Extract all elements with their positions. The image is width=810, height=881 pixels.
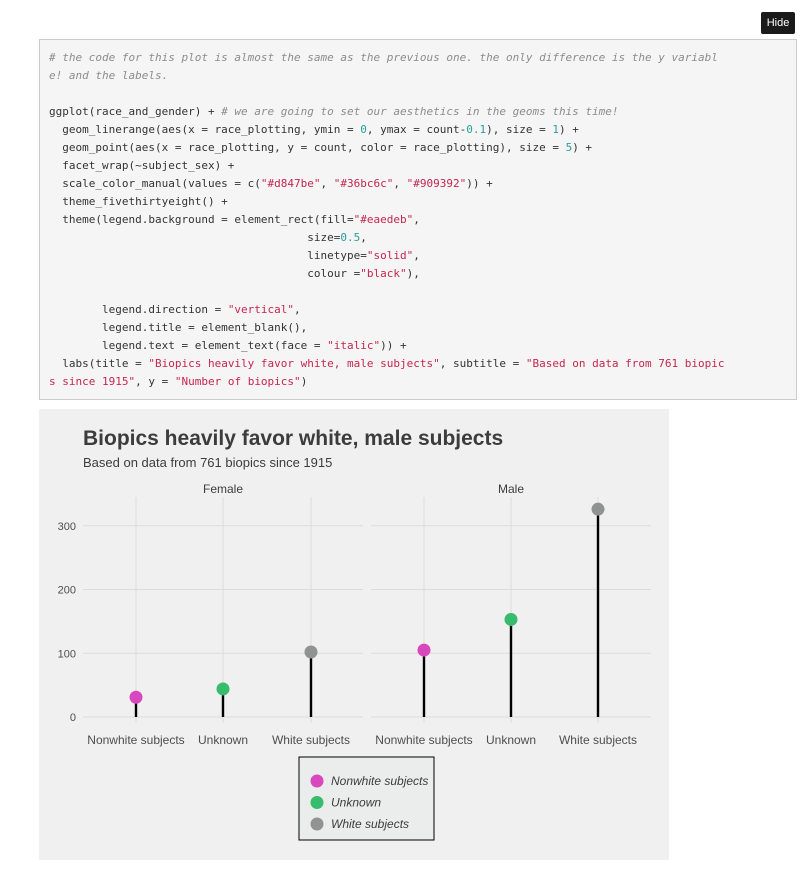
code-token: labs(title = [49,357,149,370]
code-text: # the code for this plot is almost the s… [49,49,788,391]
code-token: facet_wrap(~subject_sex) + [49,159,235,172]
code-token: , [413,249,420,262]
code-token: legend.text = element_text(face = [49,339,328,352]
code-token: 0 [360,123,367,136]
code-token: "#36bc6c" [333,177,394,190]
lollipop-chart: Biopics heavily favor white, male subjec… [58,427,651,841]
code-token: ) + [572,141,593,154]
y-tick-label: 100 [58,648,76,660]
code-line: e! and the labels. [49,69,168,82]
code-line: # the code for this plot is almost the s… [49,51,718,64]
lollipop-point [417,643,431,657]
code-token: size= [49,231,341,244]
code-token: 0.1 [466,123,487,136]
code-line: legend.title = element_blank(), [49,321,307,334]
code-line: scale_color_manual(values = c("#d847be",… [49,177,493,190]
code-token: linetype= [49,249,367,262]
code-line: linetype="solid", [49,249,420,262]
x-tick-label: Nonwhite subjects [87,733,184,747]
chart-title: Biopics heavily favor white, male subjec… [83,427,503,450]
code-token: # the code for this plot is almost the s… [49,51,718,64]
code-token: , [320,177,334,190]
y-tick-label: 0 [70,712,76,724]
code-token: theme(legend.background = element_rect(f… [49,213,354,226]
lollipop-point [216,682,230,696]
code-token: legend.direction = [49,303,228,316]
code-token: "#909392" [406,177,467,190]
code-token: "Biopics heavily favor white, male subje… [148,357,440,370]
legend-key [310,796,324,809]
x-tick-label: White subjects [272,733,350,747]
code-token: , subtitle = [439,357,526,370]
plot-panel: Biopics heavily favor white, male subjec… [39,409,669,860]
code-line: theme(legend.background = element_rect(f… [49,213,420,226]
legend-entry: Unknown [331,796,381,810]
code-token: colour = [49,267,361,280]
code-line: size=0.5, [49,231,367,244]
legend-entry: Nonwhite subjects [331,774,428,788]
code-token: ggplot(race_and_gender) + [49,105,222,118]
code-line: s since 1915", y = "Number of biopics") [49,375,307,388]
legend-key [310,774,324,788]
code-token: , ymax = count- [366,123,467,136]
code-token: "vertical" [227,303,295,316]
code-token: ) + [558,123,579,136]
code-token: , [294,303,301,316]
lollipop-point [304,645,318,659]
code-token: theme_fivethirtyeight() + [49,195,228,208]
x-tick-label: Nonwhite subjects [375,733,472,747]
code-token: s since 1915" [49,375,136,388]
code-token: "Based on data from 761 biopic [525,357,725,370]
code-token: scale_color_manual(values = c( [49,177,261,190]
code-token: "Number of biopics" [174,375,301,388]
code-line: labs(title = "Biopics heavily favor whit… [49,357,725,370]
code-token: )) + [380,339,407,352]
code-token: # we are going to set our aesthetics in … [221,105,619,118]
code-token: ) [300,375,308,388]
code-line: theme_fivethirtyeight() + [49,195,228,208]
code-token: , y = [135,375,175,388]
code-token: 0.5 [340,231,361,244]
code-token: , [393,177,407,190]
legend-key [310,817,324,831]
lollipop-point [129,690,143,704]
code-token: ), size = [486,123,553,136]
y-tick-label: 200 [58,585,76,597]
facet-label-female: Female [203,482,243,496]
code-token: ), [406,267,420,280]
chart-subtitle: Based on data from 761 biopics since 191… [83,455,332,470]
code-token: geom_linerange(aes(x = race_plotting, ym… [49,123,361,136]
code-token: "black" [360,267,407,280]
lollipop-point [504,612,518,626]
code-block: # the code for this plot is almost the s… [39,39,797,400]
code-token: 1 [552,123,559,136]
code-token: )) + [466,177,493,190]
code-line: ggplot(race_and_gender) + # we are going… [49,105,619,118]
code-token: 5 [565,141,573,154]
code-token: "italic" [327,339,381,352]
code-token: e! and the labels. [49,69,169,82]
code-token: legend.title = element_blank(), [49,321,308,334]
code-line: facet_wrap(~subject_sex) + [49,159,234,172]
code-line: legend.direction = "vertical", [49,303,301,316]
code-token: "#eaedeb" [353,213,414,226]
code-token: , [360,231,367,244]
code-line: colour ="black"), [49,267,420,280]
code-line: geom_linerange(aes(x = race_plotting, ym… [49,123,579,136]
legend-entry: White subjects [331,817,409,831]
x-tick-label: Unknown [198,733,248,747]
hide-button[interactable]: Hide [761,12,795,34]
lollipop-point [591,502,605,516]
code-line: geom_point(aes(x = race_plotting, y = co… [49,141,592,154]
code-line: legend.text = element_text(face = "itali… [49,339,407,352]
code-token: "#d847be" [260,177,321,190]
code-token: , [413,213,420,226]
code-token: geom_point(aes(x = race_plotting, y = co… [49,141,566,154]
facet-label-male: Male [498,482,524,496]
code-token: "solid" [366,249,414,262]
y-tick-label: 300 [58,521,76,533]
x-tick-label: White subjects [559,733,637,747]
x-tick-label: Unknown [486,733,536,747]
